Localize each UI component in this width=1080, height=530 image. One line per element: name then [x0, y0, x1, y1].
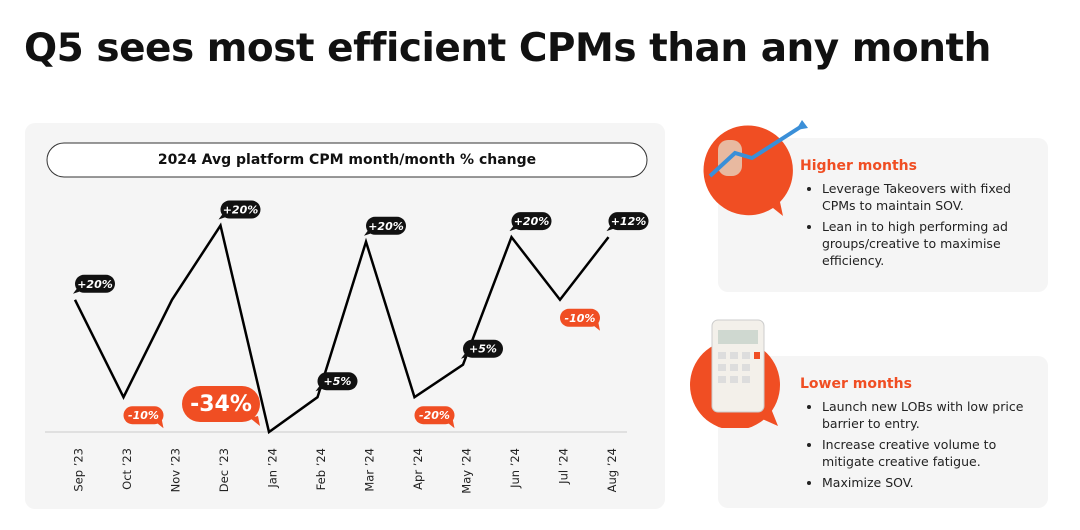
bullet: Maximize SOV.: [822, 474, 1028, 491]
annotation-tail: [218, 211, 231, 220]
annotation-tail: [606, 223, 619, 232]
annotation: -20%: [414, 406, 455, 429]
annotation-label: -34%: [190, 392, 252, 417]
annotation-tag: [75, 274, 115, 293]
calculator-icon: [690, 319, 780, 428]
annotation-tag: [560, 308, 600, 327]
annotation: +20%: [364, 216, 406, 236]
annotation-tag: [511, 212, 552, 231]
bullet: Increase creative volume to mitigate cre…: [822, 436, 1028, 470]
annotation: +20%: [73, 274, 115, 294]
annotation: -34%: [182, 386, 260, 426]
annotation: +20%: [509, 212, 552, 232]
annotation-label: +20%: [368, 220, 404, 233]
annotation-label: +20%: [77, 278, 113, 291]
annotation-tag: [123, 406, 164, 425]
annotation-tag: [366, 216, 406, 235]
x-tick-label: Jun ’24: [508, 448, 522, 489]
bullet-list: Leverage Takeovers with fixed CPMs to ma…: [718, 180, 1048, 269]
bullet: Lean in to high performing ad groups/cre…: [822, 218, 1028, 269]
chart: 2024 Avg platform CPM month/month % chan…: [45, 142, 649, 494]
x-tick-label: Oct ’23: [120, 448, 134, 490]
annotation: +12%: [606, 212, 649, 232]
x-tick-label: Apr ’24: [411, 448, 425, 490]
annotation: -10%: [123, 406, 164, 429]
annotation-tag: [317, 372, 358, 391]
x-tick-label: Jan ’24: [266, 448, 280, 489]
annotation: +5%: [315, 372, 358, 392]
x-tick-label: Dec ’23: [217, 448, 231, 492]
x-tick-label: Nov ’23: [169, 448, 183, 492]
annotation-tail: [315, 383, 328, 392]
line: [73, 222, 610, 435]
annotation: +20%: [218, 200, 261, 220]
annotation-tail: [250, 416, 260, 426]
annotation-label: -10%: [128, 409, 159, 422]
x-tick-label: Aug ’24: [605, 448, 619, 492]
x-tick-label: May ’24: [460, 448, 474, 494]
annotation-tail: [590, 320, 600, 331]
annotation-tail: [509, 223, 522, 232]
panel-heading: Lower months: [800, 376, 912, 392]
annotation-tag: [463, 339, 503, 358]
annotation-label: -20%: [419, 409, 450, 422]
annotation-tail: [73, 285, 85, 294]
x-tick-label: Mar ’24: [363, 448, 377, 492]
chart-title-pill: [46, 142, 648, 178]
bullet: Launch new LOBs with low price barrier t…: [822, 398, 1028, 432]
annotation-label: +20%: [514, 215, 550, 228]
annotation-label: +20%: [223, 204, 259, 217]
annotation-tail: [153, 418, 164, 429]
x-tick-label: Feb ’24: [314, 448, 328, 490]
annotation-label: +5%: [324, 375, 352, 388]
annotation-label: -10%: [565, 312, 596, 325]
annotation-tag: [608, 212, 649, 231]
annotation: -10%: [560, 308, 600, 331]
annotation-tail: [364, 227, 376, 236]
x-tick-label: Sep ’23: [72, 448, 86, 492]
annotation-tail: [461, 350, 473, 359]
hand-icon: [703, 120, 808, 216]
bullet: Leverage Takeovers with fixed CPMs to ma…: [822, 180, 1028, 214]
chart-title: 2024 Avg platform CPM month/month % chan…: [158, 152, 536, 168]
annotation-label: +5%: [469, 343, 497, 356]
annotation-tail: [444, 418, 455, 429]
annotation-label: +12%: [611, 215, 647, 228]
annotation-tag: [182, 386, 260, 422]
annotation: +5%: [461, 339, 503, 359]
bullet-list: Launch new LOBs with low price barrier t…: [718, 398, 1048, 491]
annotation-tag: [220, 200, 261, 219]
panel-heading: Higher months: [800, 158, 917, 174]
x-tick-label: Jul ’24: [557, 448, 571, 485]
annotation-tag: [414, 406, 455, 425]
slide-title: Q5 sees most efficient CPMs than any mon…: [24, 26, 991, 71]
